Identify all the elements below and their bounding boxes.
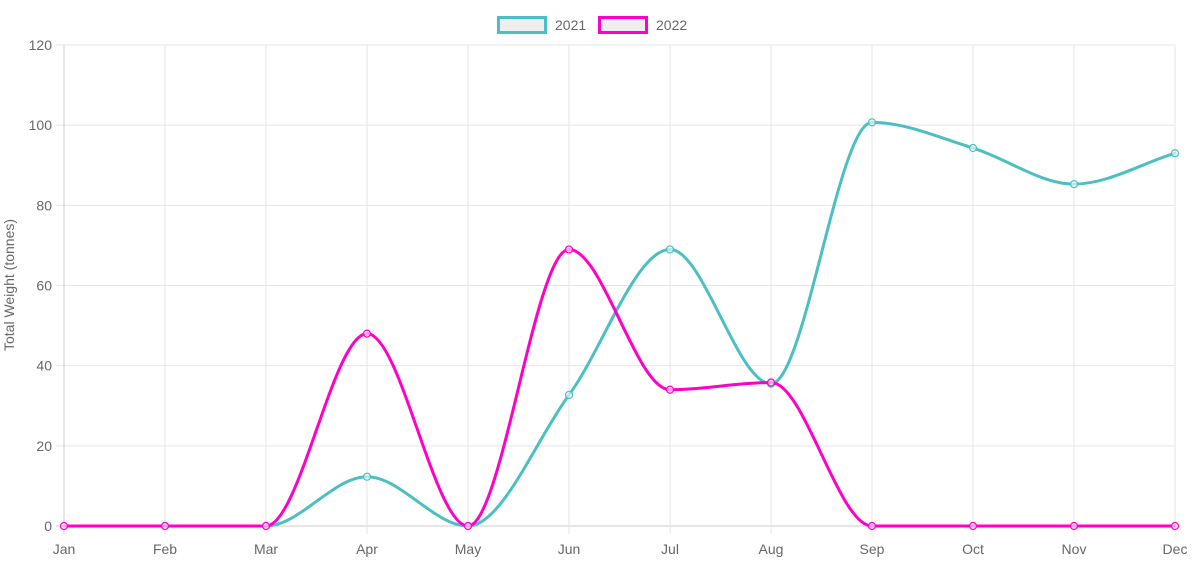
legend: 2021 2022 [497,16,688,34]
x-tick-label: May [455,541,481,557]
y-tick-label: 40 [36,358,52,374]
series-layer [59,118,1180,531]
y-tick-label: 80 [36,197,52,213]
x-tick-label: Jun [558,541,581,557]
series-line [62,247,1177,528]
y-tick-label: 20 [36,438,52,454]
data-point[interactable] [968,521,978,531]
data-point[interactable] [362,472,372,481]
data-point[interactable] [665,385,675,394]
y-axis-title: Total Weight (tonnes) [1,219,17,351]
x-tick-label: Nov [1062,541,1087,557]
series-2022 [59,245,1180,531]
data-point[interactable] [665,245,675,254]
series-2021 [59,118,1180,531]
data-point[interactable] [1170,149,1180,158]
x-tick-label: Jan [53,541,76,557]
legend-swatch [497,16,547,34]
y-tick-label: 60 [36,278,52,294]
x-tick-label: Jul [661,541,679,557]
data-point[interactable] [59,521,69,531]
legend-item[interactable]: 2022 [598,16,688,34]
data-point[interactable] [968,143,978,153]
x-tick-label: Mar [254,541,278,557]
data-point[interactable] [160,521,170,531]
axes: 0 20 40 60 80 100 120 Jan Feb Mar Apr May Jun Jul Aug S… [29,37,1188,557]
x-tick-label: Aug [759,541,784,557]
x-tick-label: Sep [860,541,885,557]
data-point[interactable] [1069,179,1079,189]
legend-label: 2021 [555,17,586,33]
x-tick-label: Oct [962,541,984,557]
y-tick-label: 0 [44,518,52,534]
legend-swatch [598,16,648,34]
legend-item[interactable]: 2021 [497,16,587,34]
data-point[interactable] [463,521,473,531]
data-point[interactable] [362,329,372,338]
x-tick-label: Apr [356,541,378,557]
y-tick-label: 120 [29,37,53,53]
data-point[interactable] [867,521,877,531]
data-point[interactable] [1069,521,1079,531]
data-point[interactable] [564,245,574,254]
x-tick-label: Dec [1163,541,1188,557]
data-point[interactable] [261,521,271,531]
data-point[interactable] [766,378,776,387]
grid [56,44,1176,534]
series-line [62,120,1177,528]
data-point[interactable] [1170,521,1180,531]
x-tick-label: Feb [153,541,177,557]
y-tick-label: 100 [29,117,53,133]
legend-label: 2022 [656,17,687,33]
data-point[interactable] [564,390,574,400]
data-point[interactable] [867,118,877,127]
